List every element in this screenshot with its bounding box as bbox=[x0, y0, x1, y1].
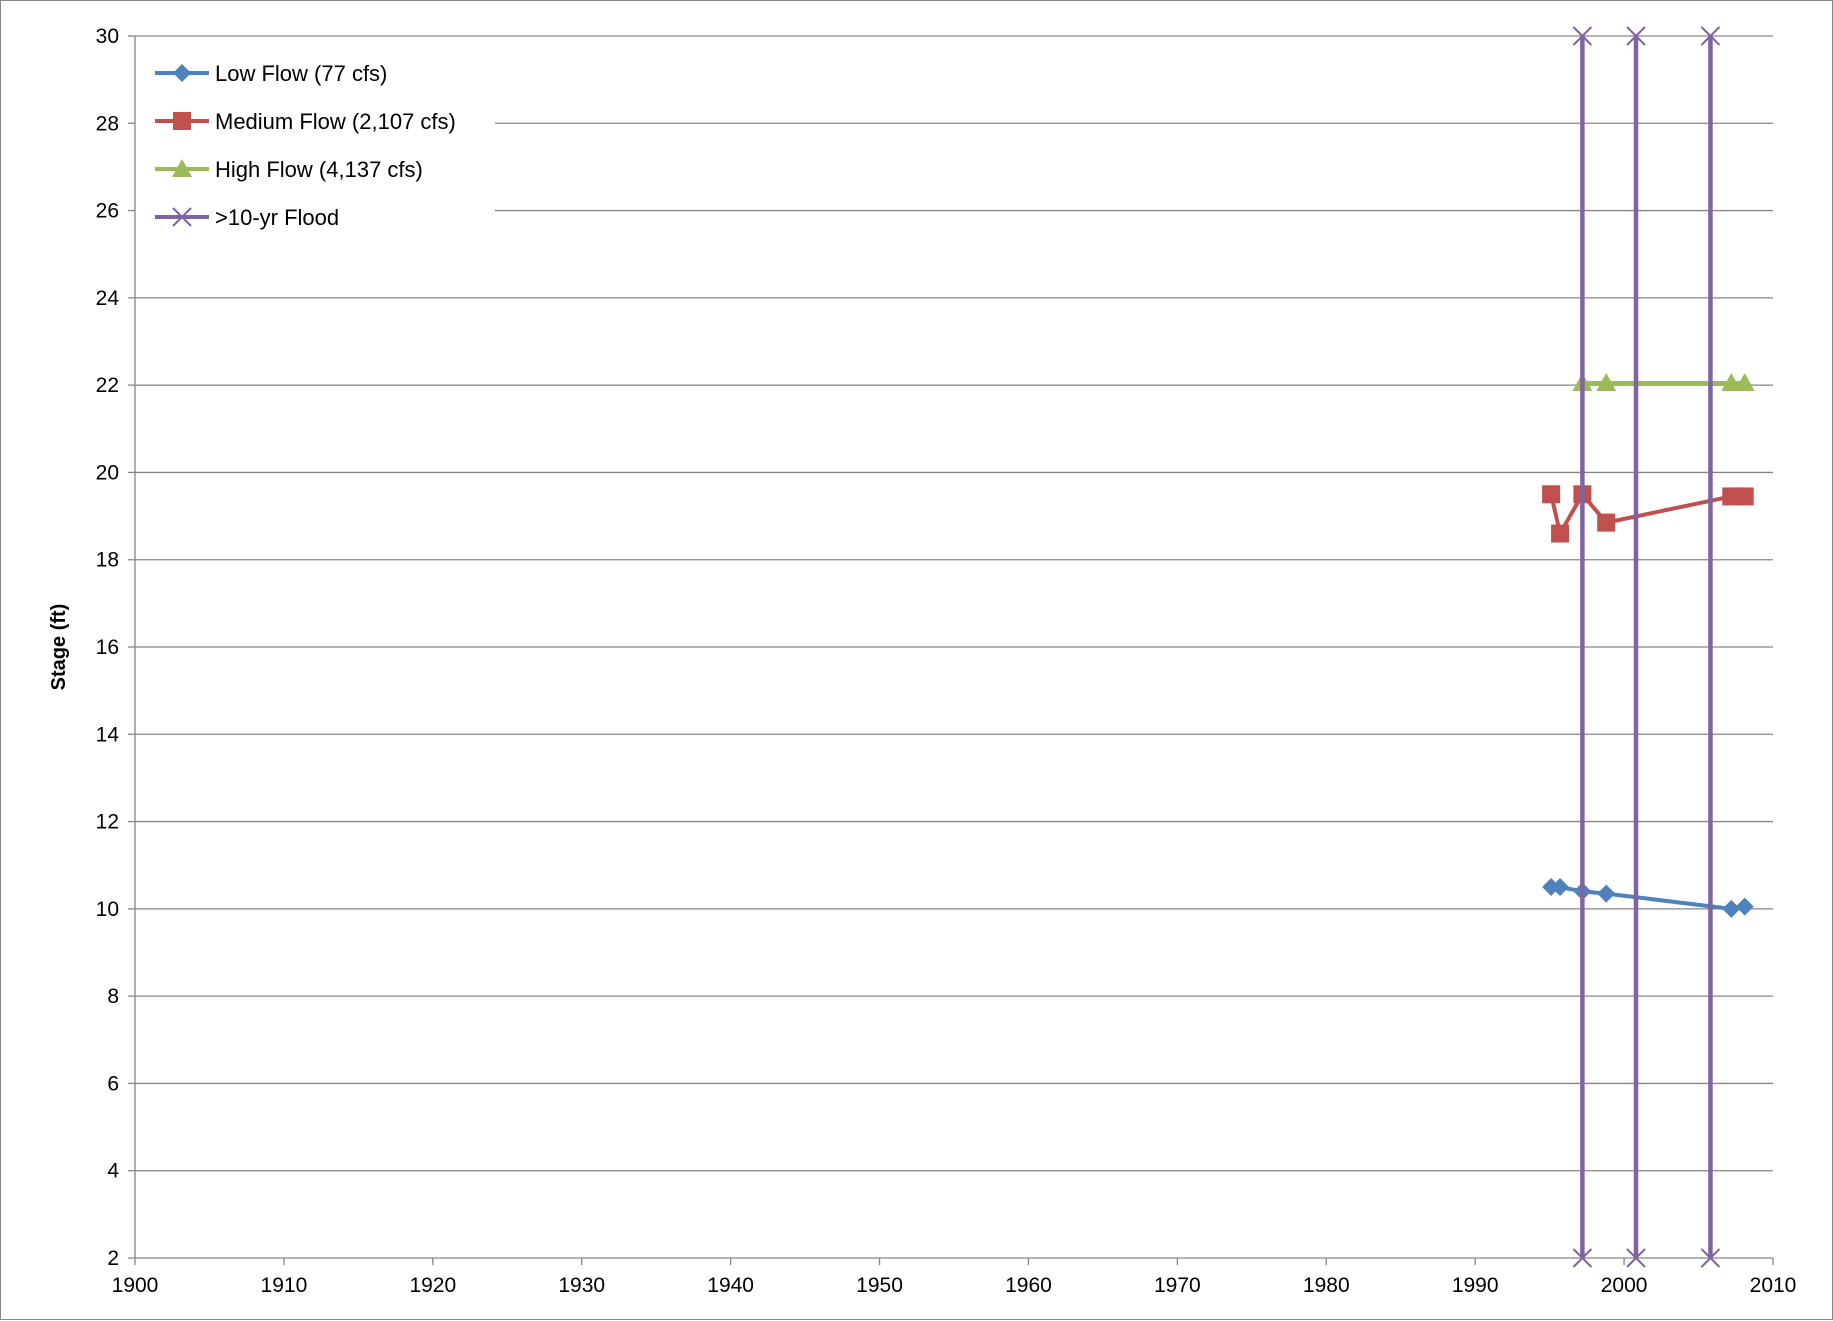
square-marker bbox=[173, 112, 191, 130]
legend-label: Medium Flow (2,107 cfs) bbox=[215, 109, 456, 134]
x-tick-label: 1950 bbox=[856, 1274, 903, 1297]
triangle-marker bbox=[172, 159, 192, 177]
triangle-marker bbox=[1734, 372, 1755, 391]
x-tick-label: 1910 bbox=[261, 1274, 308, 1297]
diamond-marker bbox=[1722, 899, 1741, 918]
y-tick-label: 22 bbox=[96, 374, 119, 397]
square-marker bbox=[1597, 513, 1616, 532]
gridlines bbox=[135, 35, 1773, 1172]
x-marker bbox=[1626, 26, 1646, 46]
x-tick-label: 1970 bbox=[1154, 1274, 1201, 1297]
x-marker bbox=[1572, 26, 1593, 46]
x-tick-label: 1940 bbox=[707, 1274, 754, 1297]
y-tick-label: 2 bbox=[107, 1247, 119, 1270]
y-tick-label: 8 bbox=[107, 985, 119, 1008]
square-marker bbox=[1542, 485, 1561, 504]
x-marker bbox=[1700, 1248, 1721, 1268]
y-tick-label: 26 bbox=[96, 200, 119, 223]
triangle-marker bbox=[1596, 372, 1617, 391]
x-tick-label: 1930 bbox=[558, 1274, 605, 1297]
y-tick-label: 30 bbox=[96, 25, 119, 48]
x-tick-label: 2010 bbox=[1750, 1274, 1797, 1297]
legend: Low Flow (77 cfs) Medium Flow (2,107 cfs)… bbox=[155, 61, 456, 230]
legend-item: Low Flow (77 cfs) bbox=[155, 61, 387, 86]
x-tick-label: 1980 bbox=[1303, 1274, 1350, 1297]
square-marker bbox=[1551, 524, 1570, 543]
y-tick-label: 16 bbox=[96, 636, 119, 659]
x-marker bbox=[1572, 1248, 1593, 1268]
x-marker bbox=[172, 207, 192, 227]
y-tick-label: 24 bbox=[96, 287, 120, 310]
y-tick-label: 6 bbox=[107, 1072, 119, 1095]
diamond-marker bbox=[1735, 897, 1754, 916]
x-tick-label: 2000 bbox=[1601, 1274, 1648, 1297]
y-tick-label: 10 bbox=[96, 898, 119, 921]
x-tick-label: 1900 bbox=[112, 1274, 159, 1297]
y-tick-label: 20 bbox=[96, 461, 119, 484]
legend-label: Low Flow (77 cfs) bbox=[215, 61, 387, 86]
series-0 bbox=[1542, 878, 1754, 918]
x-tick-label: 1990 bbox=[1452, 1274, 1499, 1297]
x-marker bbox=[1626, 1248, 1646, 1268]
y-tick-label: 14 bbox=[96, 723, 120, 746]
square-marker bbox=[1735, 487, 1754, 506]
series-2 bbox=[1572, 372, 1755, 391]
legend-item: >10-yr Flood bbox=[155, 205, 339, 230]
y-tick-label: 28 bbox=[96, 112, 119, 135]
x-marker bbox=[1700, 26, 1721, 46]
y-tick-label: 18 bbox=[96, 549, 119, 572]
diamond-marker bbox=[173, 64, 191, 82]
legend-item: Medium Flow (2,107 cfs) bbox=[155, 109, 456, 134]
y-tick-label: 4 bbox=[107, 1160, 119, 1183]
x-tick-label: 1960 bbox=[1005, 1274, 1052, 1297]
legend-item: High Flow (4,137 cfs) bbox=[155, 157, 423, 182]
diamond-marker bbox=[1597, 884, 1616, 903]
series-1 bbox=[1542, 485, 1754, 543]
x-tick-label: 1920 bbox=[409, 1274, 456, 1297]
y-axis-title: Stage (ft) bbox=[48, 604, 70, 691]
diamond-marker bbox=[1551, 878, 1570, 897]
series-3 bbox=[1572, 26, 1721, 1268]
legend-label: >10-yr Flood bbox=[215, 205, 339, 230]
series-layer bbox=[1542, 26, 1755, 1268]
legend-label: High Flow (4,137 cfs) bbox=[215, 157, 423, 182]
triangle-marker bbox=[1721, 372, 1742, 391]
y-tick-label: 12 bbox=[96, 811, 119, 834]
